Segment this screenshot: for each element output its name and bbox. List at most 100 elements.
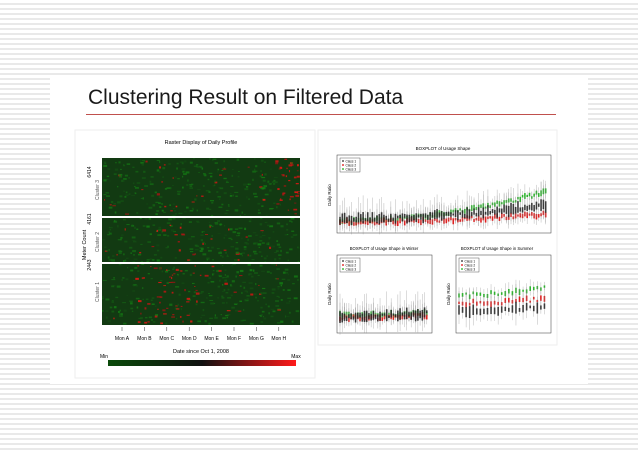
heat-cell <box>196 209 199 212</box>
box <box>461 307 464 313</box>
heat-cell <box>108 226 111 228</box>
legend-box <box>458 257 480 273</box>
box <box>390 309 392 318</box>
heat-cell <box>262 292 267 294</box>
box <box>376 215 378 224</box>
heat-cell <box>265 303 268 306</box>
heat-cell <box>153 267 158 270</box>
box <box>399 214 401 219</box>
heat-cell <box>105 192 109 194</box>
heat-cell <box>261 255 263 257</box>
legend-label: Class 3 <box>465 267 476 271</box>
heat-cell <box>195 303 198 306</box>
heatmap <box>102 158 300 325</box>
heat-cell <box>177 240 180 243</box>
box <box>339 311 341 323</box>
heat-cell <box>279 199 283 201</box>
heat-cell <box>287 273 290 276</box>
heat-cell <box>276 222 281 225</box>
box <box>417 218 420 224</box>
box <box>343 212 346 223</box>
heat-cell <box>202 173 206 175</box>
heat-cell <box>223 237 225 239</box>
box <box>350 215 353 226</box>
heat-cell <box>177 303 180 306</box>
heat-cell <box>202 242 204 245</box>
heat-cell <box>175 286 180 288</box>
heat-cell <box>159 280 163 282</box>
heat-cell <box>194 249 199 251</box>
box <box>491 216 494 221</box>
heat-cell <box>152 321 156 323</box>
heat-cell <box>194 285 196 287</box>
heat-cell <box>141 287 144 289</box>
heat-cell <box>255 165 258 168</box>
heat-cell <box>245 300 249 302</box>
heat-cell <box>259 293 262 296</box>
heat-cell <box>221 290 225 292</box>
heat-cell <box>127 267 129 269</box>
heat-cell <box>144 185 148 187</box>
box <box>355 216 357 223</box>
heat-cell <box>140 197 144 199</box>
box <box>445 218 448 224</box>
heat-cell <box>119 313 123 315</box>
box <box>479 308 482 316</box>
legend-label: Class 3 <box>346 167 357 171</box>
heat-cell <box>272 310 276 313</box>
heat-cell <box>135 284 138 287</box>
legend-marker <box>342 168 344 170</box>
heat-cell <box>286 167 288 170</box>
heat-cell <box>290 162 294 164</box>
heat-cell <box>260 314 263 316</box>
box <box>370 313 372 321</box>
heat-cell <box>179 161 184 163</box>
heat-cell <box>144 217 148 220</box>
heat-cell <box>280 299 283 301</box>
heat-cell <box>226 180 228 183</box>
heat-cell <box>158 267 162 270</box>
heat-cell <box>239 300 243 302</box>
heat-cell <box>195 163 199 166</box>
heat-cell <box>258 246 260 248</box>
heat-cell <box>257 202 261 205</box>
heat-cell <box>266 243 269 245</box>
heat-cell <box>125 213 130 215</box>
box <box>436 209 438 219</box>
heat-cell <box>187 299 192 301</box>
heat-cell <box>280 249 282 253</box>
heat-cell <box>141 163 145 166</box>
box <box>526 194 528 198</box>
x-tick-label: Mon D <box>182 336 197 342</box>
heat-cell <box>212 273 215 275</box>
heat-cell <box>295 194 300 197</box>
box <box>498 216 501 221</box>
heat-cell <box>270 315 274 318</box>
heat-cell <box>172 214 176 217</box>
heat-cell <box>257 300 259 302</box>
heat-cell <box>267 241 270 244</box>
heat-cell <box>236 271 239 274</box>
heat-cell <box>170 229 175 232</box>
heat-cell <box>282 192 286 195</box>
heat-cell <box>189 248 194 250</box>
heat-cell <box>198 165 203 168</box>
heat-cell <box>274 258 277 261</box>
heat-cell <box>162 176 164 178</box>
heat-cell <box>290 164 294 166</box>
heat-cell <box>292 283 295 285</box>
heat-cell <box>221 296 225 299</box>
heat-cell <box>219 251 222 253</box>
heat-cell <box>130 302 133 305</box>
box <box>511 305 514 313</box>
box <box>401 213 404 222</box>
heat-cell <box>158 226 161 229</box>
heat-cell <box>181 162 184 165</box>
box <box>505 205 508 214</box>
heat-cell <box>190 251 194 253</box>
heat-cell <box>151 194 155 197</box>
heat-cell <box>233 291 237 293</box>
heat-cell <box>234 259 238 261</box>
heat-cell <box>155 314 159 317</box>
heat-cell <box>223 160 226 163</box>
